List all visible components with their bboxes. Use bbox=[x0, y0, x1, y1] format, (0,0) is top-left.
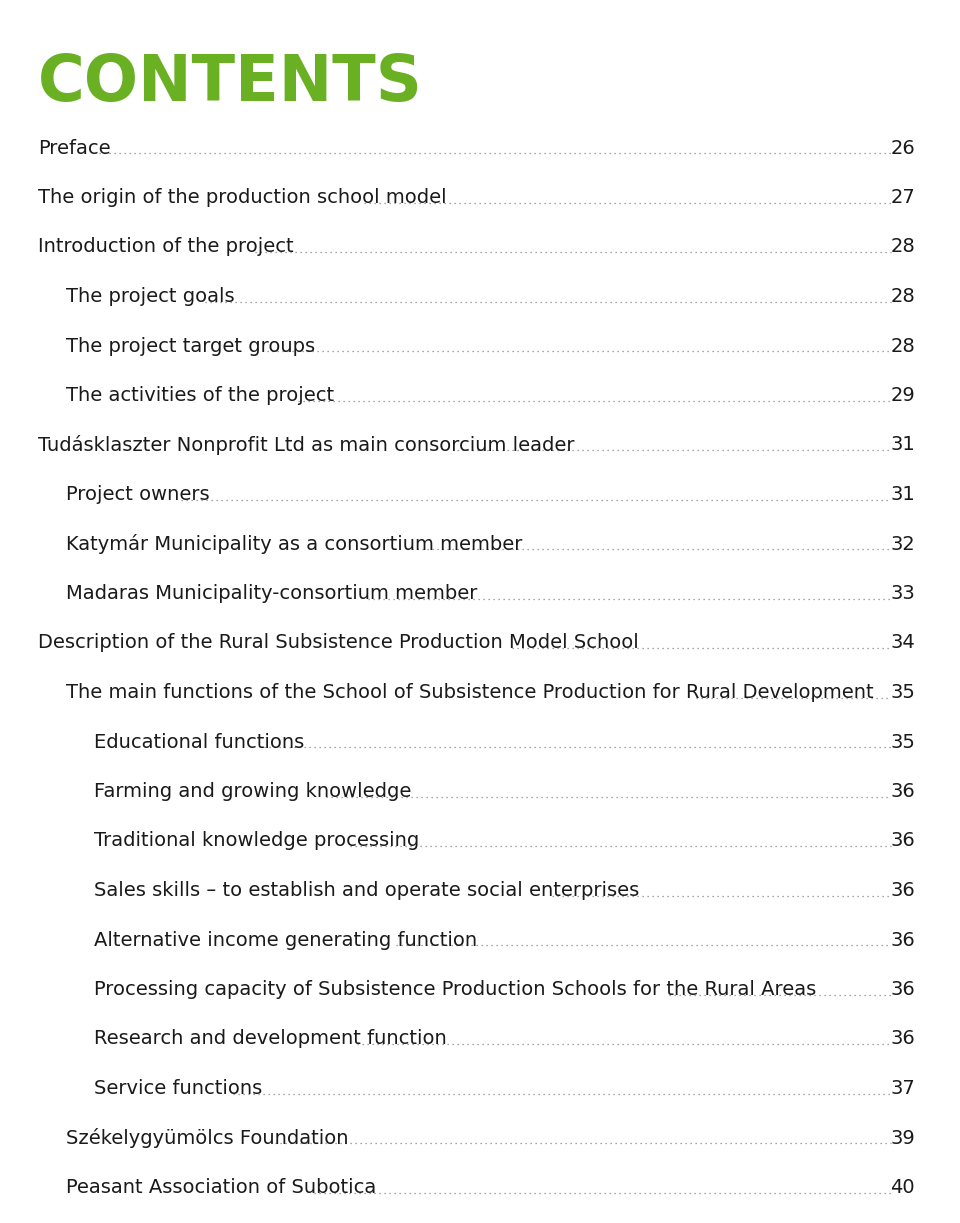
Text: 40: 40 bbox=[890, 1178, 915, 1197]
Text: 36: 36 bbox=[890, 931, 915, 949]
Text: 36: 36 bbox=[890, 980, 915, 999]
Text: 28: 28 bbox=[890, 287, 915, 306]
Text: 35: 35 bbox=[890, 733, 915, 751]
Text: Peasant Association of Subotica: Peasant Association of Subotica bbox=[66, 1178, 376, 1197]
Text: Sales skills – to establish and operate social enterprises: Sales skills – to establish and operate … bbox=[94, 881, 639, 900]
Text: The project target groups: The project target groups bbox=[66, 336, 315, 356]
Text: Project owners: Project owners bbox=[66, 486, 209, 504]
Text: 33: 33 bbox=[890, 585, 915, 603]
Text: 34: 34 bbox=[890, 634, 915, 653]
Text: Székelygyümölcs Foundation: Székelygyümölcs Foundation bbox=[66, 1128, 348, 1148]
Text: The activities of the project: The activities of the project bbox=[66, 386, 334, 405]
Text: 35: 35 bbox=[890, 682, 915, 702]
Text: Traditional knowledge processing: Traditional knowledge processing bbox=[94, 832, 420, 850]
Text: 37: 37 bbox=[890, 1079, 915, 1098]
Text: 36: 36 bbox=[890, 781, 915, 801]
Text: 27: 27 bbox=[890, 188, 915, 207]
Text: 31: 31 bbox=[890, 486, 915, 504]
Text: Description of the Rural Subsistence Production Model School: Description of the Rural Subsistence Pro… bbox=[38, 634, 638, 653]
Text: 28: 28 bbox=[890, 237, 915, 257]
Text: Service functions: Service functions bbox=[94, 1079, 262, 1098]
Text: 39: 39 bbox=[890, 1129, 915, 1147]
Text: 36: 36 bbox=[890, 881, 915, 900]
Text: Processing capacity of Subsistence Production Schools for the Rural Areas: Processing capacity of Subsistence Produ… bbox=[94, 980, 816, 999]
Text: 31: 31 bbox=[890, 435, 915, 455]
Text: 28: 28 bbox=[890, 336, 915, 356]
Text: 36: 36 bbox=[890, 832, 915, 850]
Text: The project goals: The project goals bbox=[66, 287, 234, 306]
Text: 26: 26 bbox=[890, 138, 915, 158]
Text: The origin of the production school model: The origin of the production school mode… bbox=[38, 188, 446, 207]
Text: Madaras Municipality-consortium member: Madaras Municipality-consortium member bbox=[66, 585, 477, 603]
Text: 36: 36 bbox=[890, 1030, 915, 1048]
Text: Tudásklaszter Nonprofit Ltd as main consorcium leader: Tudásklaszter Nonprofit Ltd as main cons… bbox=[38, 435, 574, 455]
Text: CONTENTS: CONTENTS bbox=[38, 53, 422, 114]
Text: 32: 32 bbox=[890, 534, 915, 554]
Text: Introduction of the project: Introduction of the project bbox=[38, 237, 294, 257]
Text: 29: 29 bbox=[890, 386, 915, 405]
Text: Alternative income generating function: Alternative income generating function bbox=[94, 931, 477, 949]
Text: The main functions of the School of Subsistence Production for Rural Development: The main functions of the School of Subs… bbox=[66, 682, 874, 702]
Text: Preface: Preface bbox=[38, 138, 110, 158]
Text: Farming and growing knowledge: Farming and growing knowledge bbox=[94, 781, 412, 801]
Text: Research and development function: Research and development function bbox=[94, 1030, 446, 1048]
Text: Educational functions: Educational functions bbox=[94, 733, 304, 751]
Text: Katymár Municipality as a consortium member: Katymár Municipality as a consortium mem… bbox=[66, 534, 522, 554]
